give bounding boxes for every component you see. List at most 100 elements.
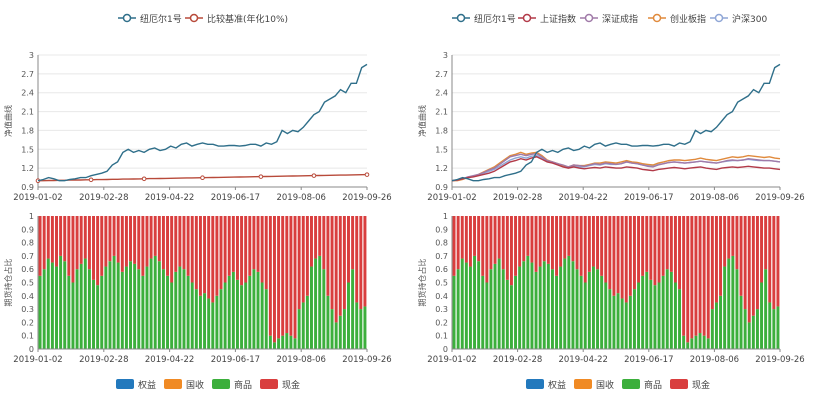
x-tick-label: 2019-04-22 <box>558 355 607 365</box>
panel-right: 纽厄尔1号 上证指数 深证成指 创业板指 沪深300 0.9 1.2 1.5 1.8 2.1 2.4… <box>417 13 805 391</box>
legend-swatch <box>526 379 544 389</box>
bar-cash <box>145 216 149 267</box>
y-tick-label: 0.6 <box>435 265 448 274</box>
y-tick-label: 0.9 <box>21 225 34 234</box>
bar-commodity <box>211 302 215 349</box>
bar-cash <box>75 216 79 270</box>
bar-commodity <box>137 269 141 349</box>
legend-item-2[interactable]: 商品 <box>622 379 662 391</box>
legend-item-4[interactable]: 沪深300 <box>710 13 767 25</box>
bar-cash <box>203 216 207 294</box>
bar-commodity <box>661 275 665 349</box>
bar-commodity <box>248 275 252 349</box>
bar-cash <box>211 216 215 303</box>
bar-commodity <box>505 279 509 349</box>
bar-cash <box>330 216 334 310</box>
bar-commodity <box>75 269 79 349</box>
bar-cash <box>473 216 477 256</box>
legend-item-3[interactable]: 现金 <box>670 379 710 391</box>
bar-commodity <box>330 309 334 349</box>
bar-cash <box>534 216 538 272</box>
bar-cash <box>42 216 46 270</box>
bar-cash <box>731 216 735 256</box>
bar-legend: 权益 国收 商品 现金 <box>116 379 300 391</box>
bar-commodity <box>624 302 628 349</box>
bar-commodity <box>645 271 649 349</box>
y-tick-label: 0.2 <box>21 318 34 327</box>
x-tick-label: 2019-01-02 <box>13 355 62 365</box>
bar-commodity <box>285 333 289 349</box>
legend-swatch <box>574 379 592 389</box>
bar-commodity <box>161 269 165 349</box>
bar-cash <box>587 216 591 272</box>
bar-cash <box>522 216 526 262</box>
bar-cash <box>355 216 359 303</box>
bar-commodity <box>124 266 128 349</box>
bar-commodity <box>460 258 464 349</box>
legend-item-0[interactable]: 纽厄尔1号 <box>452 13 516 25</box>
legend-swatch <box>260 379 278 389</box>
bar-cash <box>555 216 559 276</box>
bar-commodity <box>322 269 326 349</box>
y-tick-label: 0.9 <box>435 183 448 192</box>
bar-commodity <box>182 269 186 349</box>
legend-item-3[interactable]: 现金 <box>260 379 300 391</box>
y-tick-label: 0.8 <box>435 239 448 248</box>
y-tick-label: 0.5 <box>435 279 448 288</box>
y-tick-label: 1 <box>443 212 448 221</box>
bar-cash <box>776 216 780 307</box>
legend-item-0[interactable]: 权益 <box>526 379 566 391</box>
legend-item-1[interactable]: 国收 <box>574 379 614 391</box>
bar-commodity <box>559 266 563 349</box>
legend-label: 商品 <box>644 379 662 391</box>
bar-cash <box>735 216 739 270</box>
bar-cash <box>464 216 468 263</box>
bar-cash <box>116 216 120 263</box>
legend-item-3[interactable]: 创业板指 <box>648 13 706 25</box>
y-tick-label: 1.2 <box>21 164 34 173</box>
bar-cash <box>198 216 202 296</box>
y-tick-label: 0 <box>443 345 448 354</box>
bar-cash <box>665 216 669 270</box>
bar-cash <box>694 216 698 336</box>
bar-commodity <box>318 255 322 349</box>
bar-cash <box>79 216 83 264</box>
bar-commodity <box>59 255 63 349</box>
y-tick-label: 1.5 <box>21 145 34 154</box>
bar-commodity <box>702 335 706 349</box>
bar-cash <box>161 216 165 270</box>
x-tick-label: 2019-09-26 <box>755 355 804 365</box>
bar-cash <box>112 216 116 256</box>
x-tick-label: 2019-06-17 <box>624 193 673 203</box>
bar-cash <box>485 216 489 283</box>
x-tick-label: 2019-09-26 <box>755 193 804 203</box>
y-tick-label: 0.3 <box>435 305 448 314</box>
bar-commodity <box>260 282 264 349</box>
legend-item-1[interactable]: 比较基准(年化10%) <box>185 13 288 25</box>
bar-cash <box>297 216 301 310</box>
legend-item-0[interactable]: 纽厄尔1号 <box>118 13 182 25</box>
legend-item-0[interactable]: 权益 <box>116 379 156 391</box>
bar-commodity <box>363 306 367 349</box>
y-tick-label: 1 <box>29 212 34 221</box>
bar-commodity <box>219 289 223 349</box>
x-tick-label: 2019-02-28 <box>79 193 128 203</box>
legend-item-2[interactable]: 深证成指 <box>580 13 638 25</box>
bar-commodity <box>293 338 297 349</box>
y-tick-label: 0.1 <box>435 332 448 341</box>
bar-commodity <box>55 266 58 349</box>
legend-item-1[interactable]: 上证指数 <box>518 13 576 25</box>
bar-commodity <box>305 295 309 349</box>
bar-cash <box>108 216 112 262</box>
bar-commodity <box>314 258 318 349</box>
bar-cash <box>641 216 645 276</box>
bar-cash <box>219 216 223 290</box>
legend-item-1[interactable]: 国收 <box>164 379 204 391</box>
bar-cash <box>326 216 330 296</box>
bar-cash <box>318 216 322 256</box>
bar-cash <box>38 216 42 276</box>
legend-label: 上证指数 <box>540 13 576 25</box>
legend-item-2[interactable]: 商品 <box>212 379 252 391</box>
bar-cash <box>616 216 620 294</box>
legend-label: 沪深300 <box>732 13 767 25</box>
